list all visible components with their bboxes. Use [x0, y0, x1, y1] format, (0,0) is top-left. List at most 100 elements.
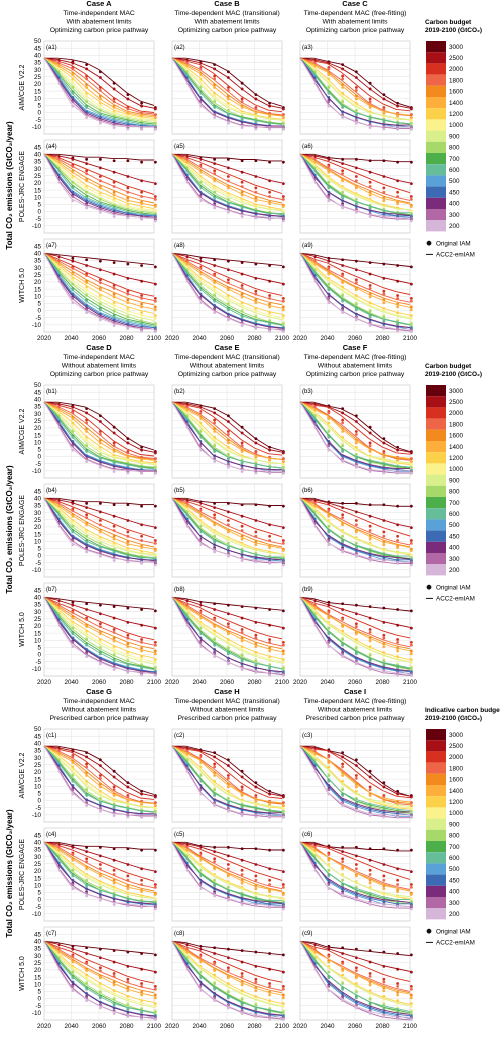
original-point — [140, 792, 144, 796]
legend-label: 3000 — [449, 732, 464, 739]
original-point — [382, 111, 386, 115]
original-point — [153, 996, 157, 1000]
emulator-line — [43, 597, 155, 674]
original-point — [368, 903, 372, 906]
legend-label: 400 — [449, 545, 460, 552]
original-point — [71, 421, 75, 425]
original-point — [268, 504, 272, 508]
original-point — [153, 113, 157, 117]
original-point — [327, 73, 331, 77]
original-point — [213, 206, 217, 210]
emulator-line — [171, 57, 283, 121]
original-point — [313, 524, 317, 528]
original-point — [268, 314, 272, 317]
original-point — [327, 755, 331, 759]
original-point — [126, 519, 130, 522]
original-point — [382, 159, 386, 163]
emulator-line — [171, 842, 282, 908]
original-point — [213, 264, 217, 267]
original-point — [85, 987, 89, 991]
emulator-line — [299, 57, 411, 116]
original-point — [140, 314, 144, 317]
original-point — [226, 774, 230, 777]
original-point — [341, 206, 345, 210]
emulator-line — [171, 596, 283, 650]
emulator-line — [299, 153, 411, 205]
original-point — [85, 274, 89, 277]
original-point — [71, 165, 75, 168]
original-point — [57, 274, 61, 277]
legend-label: 1200 — [449, 455, 464, 462]
original-point — [153, 970, 157, 974]
x-tick-label: 2040 — [64, 1023, 79, 1030]
original-point — [71, 640, 75, 644]
original-point — [153, 953, 157, 957]
original-point — [185, 507, 189, 511]
y-tick-label: 20 — [34, 524, 42, 531]
y-tick-label: -5 — [35, 805, 41, 812]
original-point — [268, 906, 272, 909]
original-point — [396, 883, 400, 886]
original-point — [268, 666, 272, 670]
original-point — [71, 86, 75, 89]
original-point — [354, 898, 358, 902]
original-point — [226, 157, 230, 161]
emulator-line — [171, 153, 283, 206]
original-point — [98, 984, 102, 988]
original-point — [327, 768, 331, 772]
legend-swatch — [426, 141, 446, 153]
original-point — [313, 618, 317, 621]
original-point — [396, 160, 400, 164]
original-point — [98, 640, 102, 644]
original-point — [153, 282, 157, 286]
original-point — [268, 305, 272, 309]
original-point — [254, 560, 258, 564]
original-point — [199, 845, 203, 849]
original-point — [98, 179, 102, 183]
original-point — [327, 989, 331, 993]
original-point — [382, 315, 386, 319]
emulator-line — [43, 841, 155, 889]
original-point — [327, 435, 331, 439]
original-point — [354, 863, 358, 866]
original-point — [112, 983, 116, 987]
original-point — [185, 956, 189, 960]
original-point — [409, 504, 413, 508]
original-point — [313, 73, 317, 77]
original-point — [199, 539, 203, 542]
y-tick-label: -10 — [32, 124, 42, 131]
original-point — [226, 982, 230, 985]
original-point — [396, 1017, 400, 1021]
original-point — [226, 758, 230, 762]
emulator-line — [299, 596, 411, 639]
emulator-line — [44, 57, 155, 106]
original-point — [57, 78, 61, 82]
emulator-line — [171, 153, 283, 211]
original-point — [409, 807, 413, 810]
original-point — [112, 881, 116, 885]
original-point — [226, 70, 230, 74]
original-point — [153, 127, 157, 131]
original-point — [98, 430, 102, 433]
original-point — [409, 460, 413, 463]
panel-id: (b2) — [174, 389, 185, 395]
original-point — [57, 950, 61, 954]
legend-swatch — [426, 186, 446, 198]
original-point — [98, 990, 102, 994]
original-point — [268, 789, 272, 793]
original-point — [85, 771, 89, 775]
original-point — [112, 769, 116, 773]
original-point — [240, 1003, 244, 1007]
y-tick-label: 45 — [34, 144, 42, 151]
x-tick-label: 2060 — [348, 679, 363, 686]
original-point — [409, 673, 413, 677]
emulator-line — [299, 941, 411, 1012]
original-point — [153, 643, 157, 647]
original-point — [327, 421, 331, 425]
original-point — [71, 61, 75, 65]
original-point — [409, 658, 413, 661]
original-point — [409, 116, 413, 119]
emulator-line — [171, 745, 283, 813]
original-point — [71, 301, 75, 305]
legend-title: 2019-2100 (GtCO₂) — [425, 27, 482, 34]
